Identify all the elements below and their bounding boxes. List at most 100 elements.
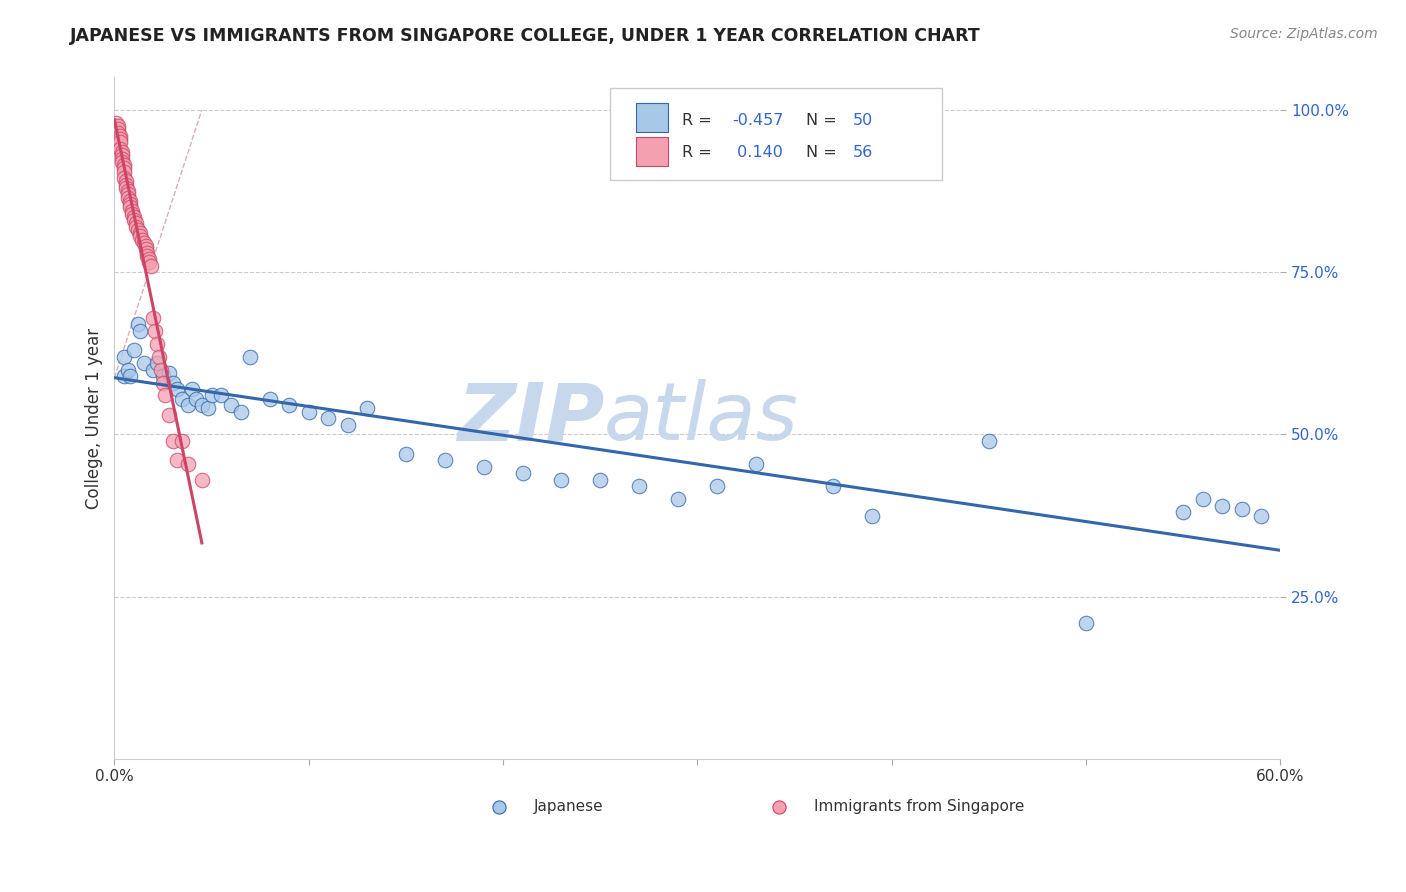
Point [143,324,166,338]
Text: JAPANESE VS IMMIGRANTS FROM SINGAPORE COLLEGE, UNDER 1 YEAR CORRELATION CHART: JAPANESE VS IMMIGRANTS FROM SINGAPORE CO… [70,27,981,45]
Text: -0.457: -0.457 [733,113,783,128]
Point [706,479,728,493]
Point [336,417,359,432]
Point [117,184,139,198]
Point [115,181,138,195]
Point [152,376,174,390]
Point [177,398,200,412]
Bar [636,103,668,132]
Point [356,401,378,416]
Point [977,434,1000,448]
Text: 0.140: 0.140 [733,145,783,160]
Point [472,459,495,474]
Point [1074,615,1097,630]
Point [142,362,165,376]
Point [132,235,155,250]
Point [433,453,456,467]
Text: N =: N = [806,145,842,160]
Point [142,310,165,325]
Point [172,392,194,406]
Text: R =: R = [682,113,717,128]
Point [200,388,222,402]
Point [125,217,148,231]
Point [112,369,135,384]
Point [128,229,150,244]
Point [239,350,262,364]
Point [134,239,156,253]
Point [1230,502,1253,516]
Point [107,126,129,140]
Point [1250,508,1272,523]
Point [128,324,150,338]
Point [127,317,149,331]
Point [157,366,180,380]
Point [166,453,188,467]
Text: atlas: atlas [605,379,799,458]
Point [177,457,200,471]
Point [136,249,159,263]
Point [550,473,572,487]
Point [512,467,534,481]
Point [219,398,242,412]
Point [191,398,214,412]
Text: R =: R = [682,145,717,160]
Point [110,128,132,143]
Point [110,136,132,150]
Point [316,411,339,425]
Point [125,219,148,234]
Point [172,434,194,448]
Point [122,343,145,357]
Point [117,362,139,376]
Point [112,350,135,364]
Point [209,388,232,402]
Point [112,171,135,186]
Point [107,122,129,136]
Point [181,382,204,396]
Point [141,259,163,273]
Point [823,479,845,493]
Point [1191,492,1213,507]
Point [191,473,214,487]
Point [166,382,188,396]
Point [157,408,180,422]
Point [118,369,141,384]
Point [628,479,651,493]
Point [112,158,135,172]
Point [115,178,138,192]
Point [744,457,766,471]
Text: Source: ZipAtlas.com: Source: ZipAtlas.com [1230,27,1378,41]
Text: Immigrants from Singapore: Immigrants from Singapore [814,799,1025,814]
Point [146,336,169,351]
Point [121,203,143,218]
Point [1211,499,1233,513]
Point [298,405,321,419]
Point [589,473,612,487]
Point [117,190,139,204]
Point [105,116,128,130]
Point [184,392,207,406]
Point [107,119,129,133]
Point [132,356,155,370]
Bar [636,137,668,166]
Text: 56: 56 [852,145,873,160]
Point [118,194,141,208]
Point [117,187,139,202]
FancyBboxPatch shape [610,87,942,179]
Point [162,376,184,390]
Point [138,255,160,269]
Point [112,161,135,176]
Text: Japanese: Japanese [534,799,603,814]
Point [118,197,141,211]
Point [111,154,134,169]
Point [115,174,138,188]
Point [110,132,132,146]
Point [860,508,883,523]
Point [111,148,134,162]
Point [136,245,159,260]
Point [146,356,169,370]
Text: 50: 50 [852,113,873,128]
Point [118,200,141,214]
Text: ZIP: ZIP [457,379,605,458]
Point [122,210,145,224]
Point [110,142,132,156]
